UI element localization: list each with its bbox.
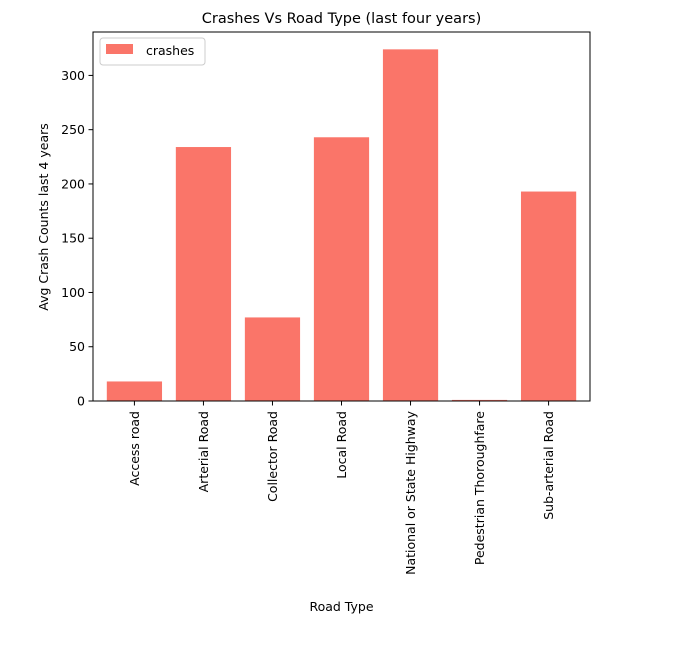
x-tick-label-6: Sub-arterial Road bbox=[541, 411, 556, 520]
y-axis: 0 50 100 150 200 250 300 bbox=[61, 68, 93, 409]
x-tick-label-5: Pedestrian Thoroughfare bbox=[472, 411, 487, 565]
y-tick-label-3: 150 bbox=[61, 231, 85, 246]
y-tick-label-1: 50 bbox=[69, 339, 85, 354]
x-axis: Access road Arterial Road Collector Road Lo… bbox=[127, 401, 556, 575]
bar-3 bbox=[314, 137, 369, 401]
chart-title: Crashes Vs Road Type (last four years) bbox=[202, 11, 482, 27]
x-tick-label-2: Collector Road bbox=[265, 411, 280, 502]
y-axis-label: Avg Crash Counts last 4 years bbox=[36, 123, 51, 311]
bar-4 bbox=[383, 49, 438, 401]
bars-group bbox=[107, 49, 576, 401]
legend: crashes bbox=[100, 38, 205, 65]
bar-1 bbox=[176, 147, 231, 401]
y-tick-label-5: 250 bbox=[61, 122, 85, 137]
x-tick-label-4: National or State Highway bbox=[403, 410, 418, 574]
legend-label: crashes bbox=[146, 43, 194, 58]
legend-swatch bbox=[106, 44, 133, 54]
bar-6 bbox=[521, 192, 576, 401]
x-tick-label-1: Arterial Road bbox=[196, 411, 211, 492]
x-axis-label: Road Type bbox=[309, 599, 373, 614]
bar-0 bbox=[107, 381, 162, 401]
y-tick-label-0: 0 bbox=[77, 394, 85, 409]
y-tick-label-2: 100 bbox=[61, 285, 85, 300]
y-tick-label-4: 200 bbox=[61, 176, 85, 191]
y-tick-label-6: 300 bbox=[61, 68, 85, 83]
x-tick-label-3: Local Road bbox=[334, 411, 349, 479]
x-tick-label-0: Access road bbox=[127, 411, 142, 486]
bar-2 bbox=[245, 317, 300, 401]
